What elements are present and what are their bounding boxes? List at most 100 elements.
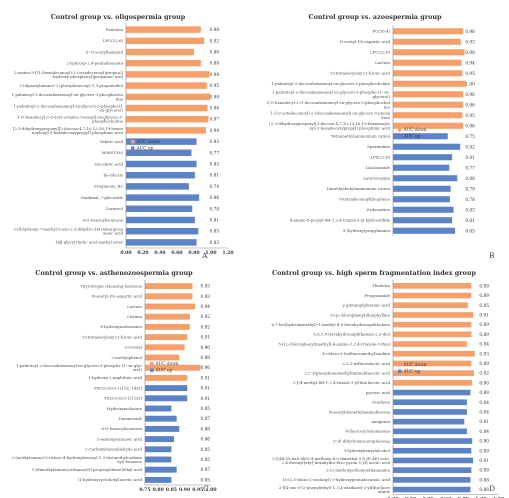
value-label: 0.88	[479, 478, 489, 483]
value-label: 0.81	[210, 174, 220, 179]
bar-down	[126, 59, 201, 67]
value-label: 0.88	[479, 391, 489, 396]
bar-up	[393, 185, 451, 192]
value-label: 0.93	[200, 295, 210, 300]
value-label: 0.81	[465, 156, 475, 161]
value-label: 0.74	[210, 185, 220, 190]
chart-panel-a: Control group vs. oligospermia group Pent…	[12, 13, 234, 260]
bar-down	[393, 28, 464, 35]
value-label: 0.83	[465, 208, 475, 213]
value-label: 0.79	[465, 187, 475, 192]
bar-label: 2-[(4-methyl-4H-1,2,4-triazol-3-yl)thio]…	[293, 380, 390, 385]
bar-label: 6,7-bis(hydroxymethyl)-1-methyl-4,5-tetr…	[271, 322, 390, 327]
bar-down	[393, 292, 472, 299]
value-label: 0.89	[479, 284, 489, 289]
chart-title: Control group vs. asthenozoospermia grou…	[35, 269, 193, 277]
x-tick-label: 0.85	[166, 487, 177, 493]
bar-up	[393, 477, 471, 483]
bar-up	[393, 457, 474, 464]
x-tick-label: 0.20	[405, 496, 416, 498]
bar-label: Pentalen	[106, 27, 124, 32]
bar-label: [2,3-dihydroxypropoxy][2-docosa-4,7,10,1…	[13, 126, 124, 135]
bar-label: PS(20:0/20:1(11Z, 14Z))	[94, 385, 142, 390]
bar-down	[393, 370, 474, 376]
bar-down	[145, 323, 190, 330]
value-label: 0.84	[479, 430, 489, 435]
x-tick-label: 0.60	[171, 250, 182, 256]
value-label: 0.86	[200, 438, 210, 443]
value-label: 0.81	[479, 420, 489, 425]
bar-label: [2,3-dihydroxypropoxy][2-docosa-4,7,10,1…	[269, 121, 390, 130]
bar-label: 8-tetradecenoylthiophene	[339, 197, 390, 202]
bar-down	[145, 283, 193, 290]
panel-label: A	[201, 251, 208, 260]
value-label: 0.87	[200, 468, 210, 473]
bar-up	[145, 436, 175, 443]
bar-down	[393, 101, 464, 108]
bar-label: 2-(4-hydroxy-7-methyl-5-oxo-2,3-dihydro-…	[13, 227, 123, 236]
bar-up	[145, 395, 188, 402]
bar-down	[145, 313, 190, 320]
bar-label: 6-hydroxymelatonine	[100, 324, 142, 329]
bar-label: Ile-Glu-Ile	[103, 173, 123, 178]
bar-down	[393, 321, 472, 328]
legend-swatch-down	[398, 128, 402, 132]
legend-label-down: AUC down	[403, 363, 427, 368]
value-label: 0.89	[479, 362, 489, 367]
value-label: 0.92	[210, 39, 220, 44]
bar-label: 2-Carboxybenzaldehyde acid	[85, 447, 142, 452]
bar-down	[126, 26, 201, 33]
legend-label-up: AUC up	[403, 370, 421, 375]
bar-label: 1-palmitoyl-2-docosahexaenoyl-sn-glycero…	[13, 103, 123, 112]
value-label: 0.88	[465, 177, 475, 182]
value-label: 0.88	[200, 427, 210, 432]
bar-label: 6-O-benzoylisoarone	[83, 217, 124, 222]
bar-down	[126, 71, 210, 78]
bar-label: 4-amino-5-propyl-4H-1,2,4-triazol-3-yl h…	[290, 218, 391, 223]
bar-up	[126, 205, 193, 213]
bar-label: 2-[(4R,5S,6aS,6bS)-4-methoxy-6,6-dimethy…	[272, 456, 391, 465]
bar-label: 1-hydroxy-2-naphthoic acid	[88, 375, 142, 380]
value-label: 0.83	[210, 163, 220, 168]
value-label: 0.80	[210, 51, 220, 56]
legend-swatch-down	[150, 362, 154, 366]
value-label: 0.94	[210, 129, 220, 134]
value-label: 0.83	[210, 241, 220, 246]
bar-label: N-acetyl-DL-aspartic acid	[340, 39, 391, 44]
bar-up	[393, 154, 453, 161]
legend-label-up: AUC up	[136, 147, 154, 152]
bar-label: Daminozide	[119, 416, 143, 421]
bar-up	[145, 385, 188, 392]
bar-up	[126, 194, 200, 201]
x-tick-label: 0.40	[154, 250, 165, 256]
legend-swatch-up	[398, 134, 402, 138]
bar-label: Valeric acid	[99, 139, 124, 144]
chart-title: Control group vs. high sperm fragmentati…	[272, 269, 477, 277]
bar-down	[393, 341, 467, 347]
bar-up	[393, 389, 471, 396]
value-label: 0.91	[200, 376, 210, 381]
bar-up	[393, 175, 458, 182]
value-label: 0.84	[479, 401, 489, 406]
bar-down	[393, 331, 472, 338]
bar-label: 1-palmitoyl-2-docosahexaenoyl-sn-glycero…	[12, 92, 124, 101]
bar-up	[126, 138, 197, 145]
value-label: 0.85	[200, 458, 210, 463]
value-label: 0.97	[210, 118, 220, 123]
bar-label: Isocaleric acid	[94, 161, 123, 166]
bar-label: Amigenin	[370, 419, 390, 424]
value-label: 0.89	[479, 333, 489, 338]
bar-label: Fragmenin_B2	[94, 184, 123, 189]
value-label: 0.88	[479, 488, 489, 493]
bar-label: 2-(methylamino)-5-chloro-4-hydroxybenzoy…	[12, 455, 143, 464]
value-label: 0.98	[210, 73, 220, 78]
x-tick-label: 0.80	[153, 487, 164, 493]
chart-panel-d: Control group vs. high sperm fragmentati…	[271, 269, 504, 498]
bar-up	[393, 438, 473, 444]
bar-down	[126, 127, 206, 134]
x-tick-label: 1.00	[205, 250, 216, 256]
bar-down	[393, 38, 461, 45]
value-label: 0.78	[210, 207, 220, 212]
legend-label-down: AUC down	[403, 128, 427, 133]
bar-label: Hydroxymalonate	[107, 406, 143, 411]
